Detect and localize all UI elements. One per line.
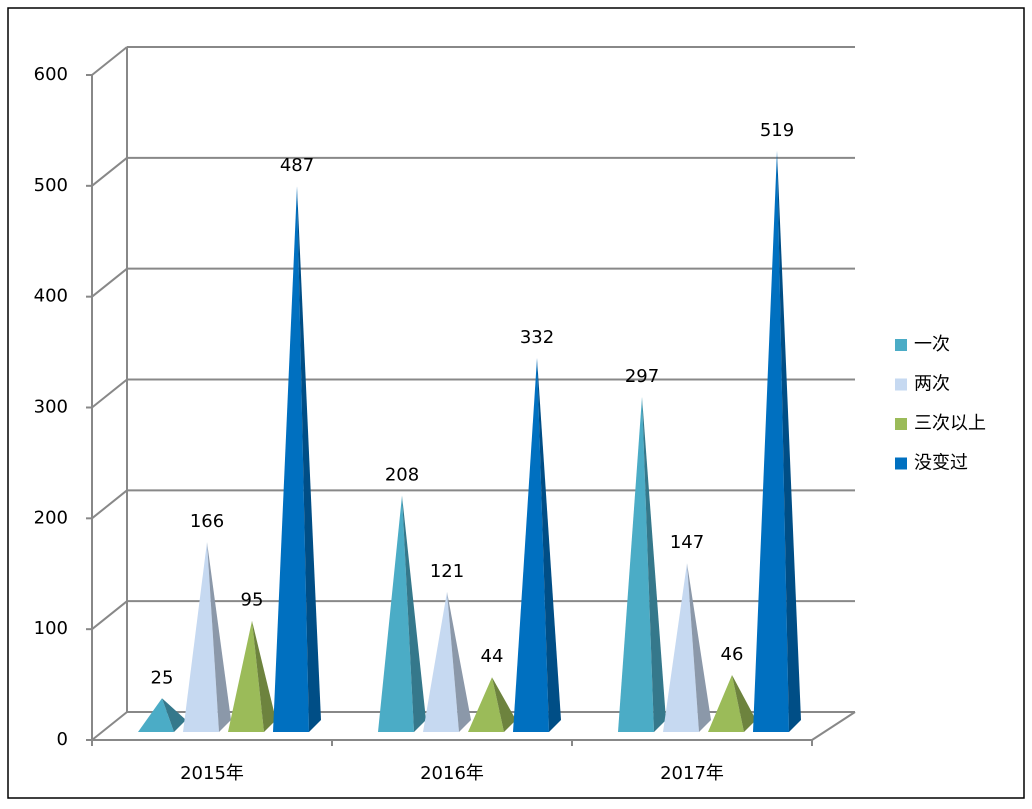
pyramid-front — [423, 591, 459, 732]
legend-label: 三次以上 — [914, 413, 986, 434]
pyramid-side — [777, 150, 801, 732]
value-label: 44 — [481, 646, 504, 667]
pyramid-side — [732, 675, 756, 732]
legend-swatch — [895, 378, 907, 391]
pyramid-front — [138, 698, 174, 732]
value-label: 166 — [190, 511, 224, 532]
value-label: 95 — [241, 590, 264, 611]
pyramid-side — [207, 542, 231, 732]
pyramid-side — [492, 677, 516, 732]
pyramid-side — [252, 620, 276, 732]
x-tick-label: 2016年 — [420, 763, 484, 784]
value-label: 208 — [385, 464, 419, 485]
y-tick-label: 100 — [34, 618, 68, 639]
pyramid-side — [297, 186, 321, 732]
value-label: 147 — [670, 532, 704, 553]
pyramid-front — [663, 563, 699, 732]
pyramid-side — [537, 358, 561, 732]
grid-diagonal — [91, 711, 128, 741]
grid-diagonal — [91, 489, 128, 520]
y-tick-label: 400 — [34, 286, 68, 307]
pyramid-front — [753, 150, 789, 732]
legend-swatch — [895, 339, 907, 351]
grid-diagonal — [91, 267, 128, 298]
pyramid-side — [687, 563, 711, 732]
grid-diagonal — [91, 157, 128, 187]
pyramid-side — [642, 396, 666, 732]
legend-swatch — [895, 457, 907, 470]
pyramid-side — [402, 495, 426, 732]
floor-side — [811, 711, 856, 741]
grid-diagonal — [91, 46, 128, 76]
value-label: 332 — [520, 327, 554, 348]
value-label: 46 — [721, 644, 744, 665]
y-tick-label: 200 — [34, 507, 68, 528]
grid-diagonal — [91, 600, 128, 630]
frame — [7, 7, 1025, 799]
value-label: 121 — [430, 561, 464, 582]
pyramid-side — [447, 591, 471, 732]
x-tick-label: 2017年 — [660, 763, 724, 784]
pyramid-side — [162, 698, 186, 732]
value-label: 297 — [625, 366, 659, 387]
legend-swatch — [895, 418, 907, 430]
pyramid-front — [708, 675, 744, 732]
legend-label: 没变过 — [914, 453, 968, 474]
y-tick-label: 300 — [34, 397, 68, 418]
pyramid-front — [273, 186, 309, 732]
value-label: 519 — [760, 120, 794, 141]
x-tick-label: 2015年 — [180, 763, 244, 784]
value-label: 25 — [151, 667, 174, 688]
pyramid-front — [228, 620, 264, 732]
y-tick-label: 500 — [34, 175, 68, 196]
pyramid-front — [468, 677, 504, 732]
grid-diagonal — [91, 378, 128, 409]
pyramid-front — [378, 495, 414, 732]
value-label: 487 — [280, 155, 314, 176]
pyramid-front — [183, 542, 219, 732]
legend-label: 两次 — [914, 374, 950, 395]
y-tick-label: 0 — [57, 729, 68, 750]
pyramid-front — [618, 396, 654, 732]
y-tick-label: 600 — [34, 64, 68, 85]
legend-label: 一次 — [914, 334, 950, 355]
